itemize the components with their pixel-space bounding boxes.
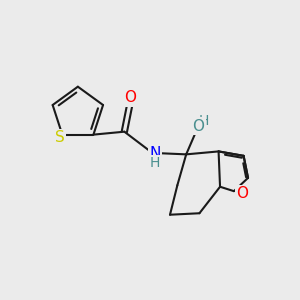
Text: O: O [236, 186, 248, 201]
Text: H: H [150, 157, 160, 170]
Text: O: O [124, 90, 136, 105]
Text: O: O [193, 118, 205, 134]
Text: N: N [150, 146, 161, 161]
Text: S: S [55, 130, 65, 145]
Text: H: H [199, 114, 209, 128]
